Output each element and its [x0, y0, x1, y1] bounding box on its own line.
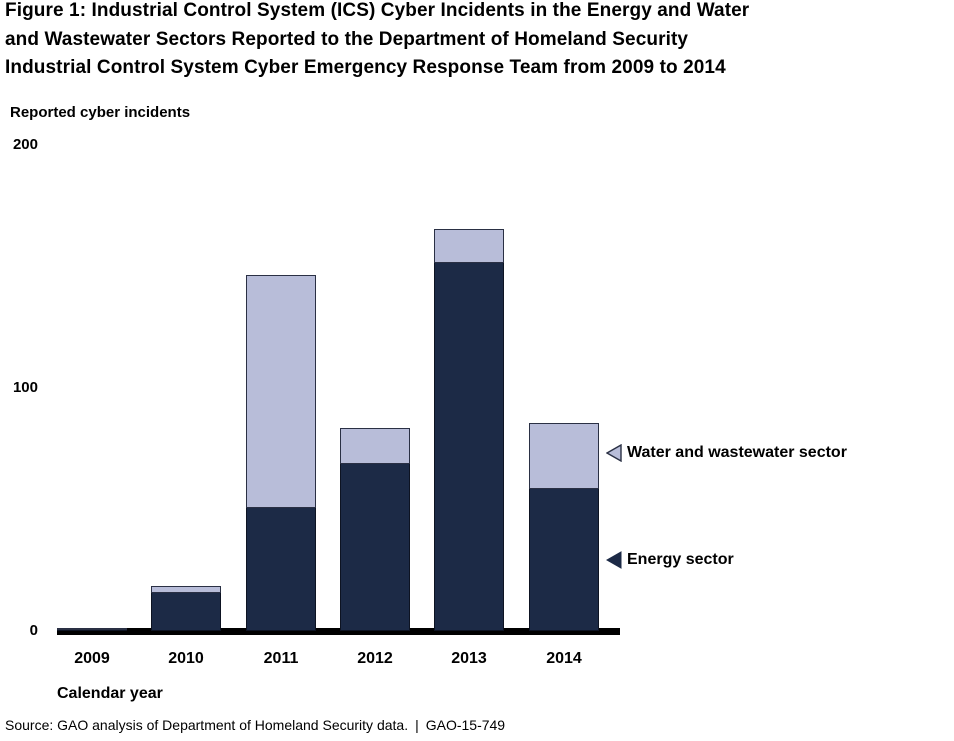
bar-2014-energy [529, 488, 599, 631]
figure-title-line-1: Figure 1: Industrial Control System (ICS… [5, 0, 750, 21]
x-tick-2014: 2014 [546, 650, 582, 667]
x-tick-2011: 2011 [263, 650, 299, 667]
y-tick-200: 200 [12, 136, 38, 153]
x-tick-2012: 2012 [357, 650, 393, 667]
bar-2013-water [434, 229, 504, 263]
bar-2011-water [246, 275, 316, 508]
annotation-energy: Energy sector [606, 551, 734, 569]
bar-2014-water [529, 423, 599, 489]
x-axis-line [57, 628, 620, 635]
bar-2012-energy [340, 463, 410, 631]
x-tick-2013: 2013 [451, 650, 487, 667]
source-note: Source: GAO analysis of Department of Ho… [5, 717, 506, 733]
y-tick-0: 0 [29, 622, 38, 639]
energy-arrow-icon [606, 551, 622, 569]
bar-2013-energy [434, 262, 504, 631]
figure-title-line-2: and Wastewater Sectors Reported to the D… [5, 28, 689, 50]
bar-2010-water [151, 586, 221, 593]
x-axis-title: Calendar year [57, 685, 163, 702]
water-arrow-icon [606, 444, 622, 462]
x-tick-2009: 2009 [74, 650, 110, 667]
annotation-energy-label: Energy sector [627, 551, 734, 568]
bar-2012-water [340, 428, 410, 464]
plot-area [57, 145, 620, 635]
figure-title: Figure 1: Industrial Control System (ICS… [5, 0, 950, 83]
y-tick-100: 100 [12, 379, 38, 396]
figure-title-line-3: Industrial Control System Cyber Emergenc… [5, 57, 726, 78]
bar-2009-water [57, 628, 127, 630]
annotation-water-label: Water and wastewater sector [627, 444, 847, 461]
x-tick-2010: 2010 [168, 650, 204, 667]
bar-2011-energy [246, 507, 316, 631]
bar-2010-energy [151, 592, 221, 631]
annotation-water: Water and wastewater sector [606, 444, 847, 462]
y-axis-title: Reported cyber incidents [10, 104, 191, 121]
